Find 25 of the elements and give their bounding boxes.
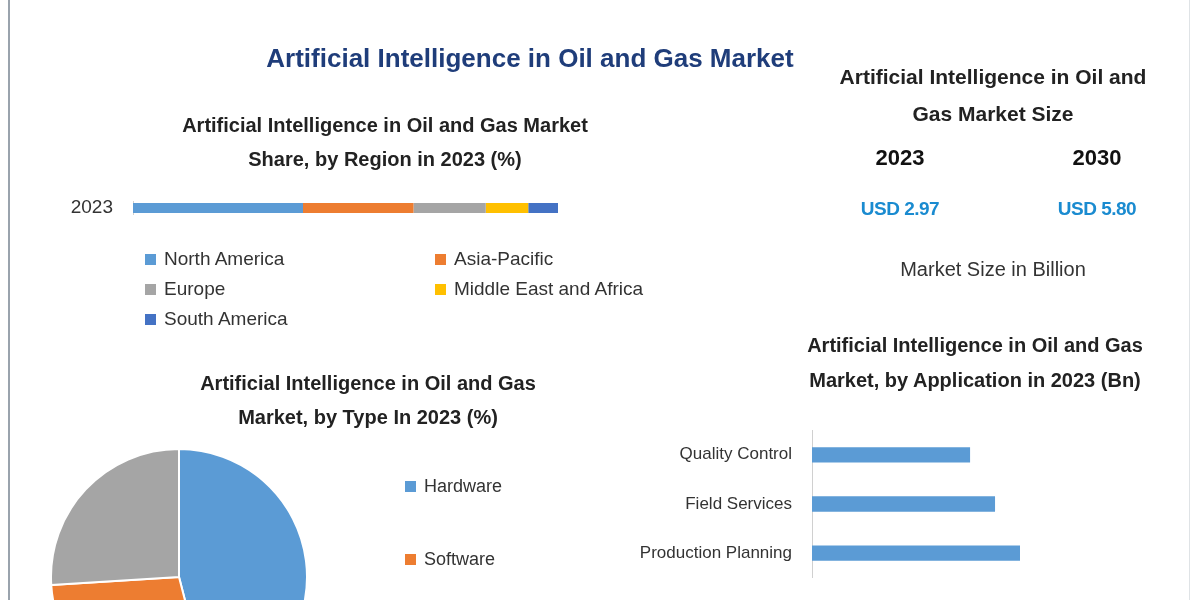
category-label: 2023 bbox=[874, 145, 926, 171]
bar bbox=[413, 203, 486, 213]
legend-label: Asia-Pacific bbox=[454, 248, 554, 270]
bar bbox=[528, 203, 558, 213]
y-tick-label: Production Planning bbox=[639, 542, 792, 562]
legend-label: South America bbox=[164, 308, 288, 330]
legend-label: Hardware bbox=[424, 476, 503, 497]
legend-label: Software bbox=[424, 549, 496, 570]
bar bbox=[485, 203, 529, 213]
chart-title: Artificial Intelligence in Oil and Gas Market, by Type In 2023 (%) bbox=[199, 371, 537, 430]
chart-title: Artificial Intelligence in Oil and Gas Market, by Application in 2023 (Bn) bbox=[806, 333, 1144, 393]
chart-title: Artificial Intelligence in Oil and Gas Market Share, by Region in 2023 (%) bbox=[181, 113, 589, 172]
bar bbox=[133, 203, 303, 213]
category-label: 2030 bbox=[1071, 145, 1123, 171]
text: Artificial Intelligence in Oil and Gas Market bbox=[266, 43, 794, 73]
y-tick-label: Quality Control bbox=[679, 444, 792, 464]
text: USD 2.97 bbox=[859, 198, 941, 220]
text: USD 5.80 bbox=[1056, 198, 1138, 220]
text: Artificial Intelligence in Oil and Gas Market Size bbox=[838, 64, 1148, 127]
legend-label: Europe bbox=[164, 278, 226, 300]
bar bbox=[303, 203, 414, 213]
legend-label: Middle East and Africa bbox=[454, 278, 644, 300]
legend-label: North America bbox=[164, 248, 285, 270]
text: Market Size in Billion bbox=[899, 258, 1087, 281]
y-tick-label: Field Services bbox=[685, 493, 792, 513]
